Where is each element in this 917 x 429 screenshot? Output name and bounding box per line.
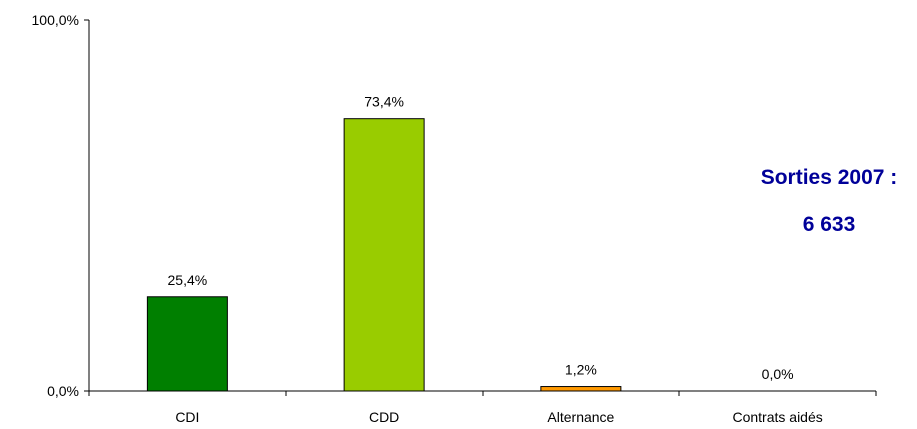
bar-cdd <box>343 118 425 392</box>
x-tick-label: Alternance <box>547 409 614 425</box>
data-label: 0,0% <box>762 366 794 382</box>
x-tick-label: CDD <box>369 409 399 425</box>
data-label: 1,2% <box>565 362 597 378</box>
bar-cdi <box>146 296 228 392</box>
x-tick-labels-group: CDI CDD Alternance Contrats aidés <box>175 409 822 425</box>
annotation-title: Sorties 2007 : <box>761 166 898 189</box>
y-tick-label-min: 0,0% <box>47 383 79 399</box>
x-tick-label: CDI <box>175 409 199 425</box>
bar-alternance <box>540 386 622 392</box>
data-label: 73,4% <box>364 94 404 110</box>
data-labels-group: 25,4% 73,4% 1,2% 0,0% <box>168 94 794 382</box>
data-label: 25,4% <box>168 272 208 288</box>
x-ticks-group <box>88 391 877 396</box>
y-tick-label-max: 100,0% <box>32 12 79 28</box>
x-tick-label: Contrats aidés <box>732 409 822 425</box>
annotation-count: 6 633 <box>803 213 856 236</box>
bars-group <box>146 118 622 392</box>
